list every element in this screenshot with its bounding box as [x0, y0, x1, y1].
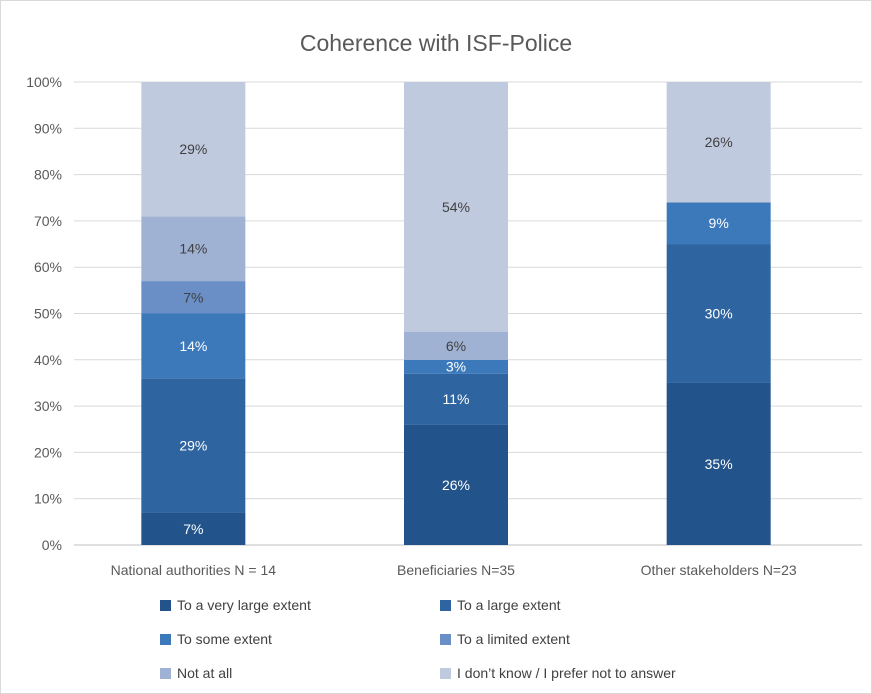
data-label: 29% — [179, 141, 207, 157]
y-tick-label: 20% — [34, 444, 62, 460]
y-tick-label: 0% — [42, 537, 62, 553]
y-tick-label: 90% — [34, 120, 62, 136]
legend-label: To some extent — [177, 631, 272, 647]
data-label: 3% — [446, 359, 466, 375]
legend-swatch — [440, 667, 451, 679]
bar-segment — [404, 82, 508, 333]
legend-swatch — [440, 633, 451, 645]
bar-segment — [666, 382, 771, 545]
data-label: 9% — [709, 215, 729, 231]
y-tick-label: 100% — [26, 74, 62, 90]
y-tick-label: 10% — [34, 491, 62, 507]
legend-swatch — [160, 599, 171, 611]
data-label: 26% — [442, 477, 470, 493]
bar-segment — [404, 332, 508, 360]
data-label: 6% — [446, 338, 466, 354]
data-label: 7% — [183, 521, 203, 537]
category-label: Beneficiaries N=35 — [397, 562, 515, 578]
bar-segment — [141, 82, 246, 217]
y-tick-label: 30% — [34, 398, 62, 414]
legend-item: To a very large extent — [160, 597, 311, 613]
y-tick-label: 50% — [34, 306, 62, 322]
legend-label: I don’t know / I prefer not to answer — [457, 665, 676, 681]
legend-item: To some extent — [160, 631, 272, 647]
bar-segment — [666, 202, 771, 245]
category-label: Other stakeholders N=23 — [641, 562, 797, 578]
legend-item: Not at all — [160, 665, 232, 681]
data-label: 54% — [442, 199, 470, 215]
data-label: 30% — [705, 306, 733, 322]
legend-item: I don’t know / I prefer not to answer — [440, 665, 676, 681]
legend-swatch — [160, 667, 171, 679]
legend-label: To a very large extent — [177, 597, 311, 613]
bar-segment — [141, 378, 246, 513]
bar-segment — [666, 82, 771, 203]
bar-segment — [404, 424, 508, 545]
y-tick-label: 60% — [34, 259, 62, 275]
bar-segment — [141, 281, 246, 314]
y-tick-label: 80% — [34, 167, 62, 183]
legend-label: Not at all — [177, 665, 233, 681]
bar-segment — [666, 244, 771, 383]
legend-label: To a limited extent — [457, 631, 570, 647]
legend-item: To a limited extent — [440, 631, 570, 647]
bar-segment — [141, 512, 246, 545]
data-label: 14% — [179, 241, 207, 257]
y-tick-label: 40% — [34, 352, 62, 368]
data-label: 14% — [179, 338, 207, 354]
data-label: 35% — [705, 456, 733, 472]
data-label: 7% — [183, 289, 203, 305]
category-label: National authorities N = 14 — [111, 562, 277, 578]
legend-swatch — [160, 633, 171, 645]
chart-title: Coherence with ISF-Police — [299, 30, 573, 56]
bar-segment — [141, 313, 246, 379]
legend-item: To a large extent — [440, 597, 561, 613]
bar-segment — [404, 359, 508, 374]
y-tick-label: 70% — [34, 213, 62, 229]
data-label: 26% — [705, 134, 733, 150]
data-label: 29% — [179, 437, 207, 453]
legend-label: To a large extent — [457, 597, 561, 613]
data-label: 11% — [443, 391, 470, 407]
bar-segment — [404, 373, 508, 425]
bar-segment — [141, 216, 246, 282]
legend-swatch — [440, 599, 451, 611]
